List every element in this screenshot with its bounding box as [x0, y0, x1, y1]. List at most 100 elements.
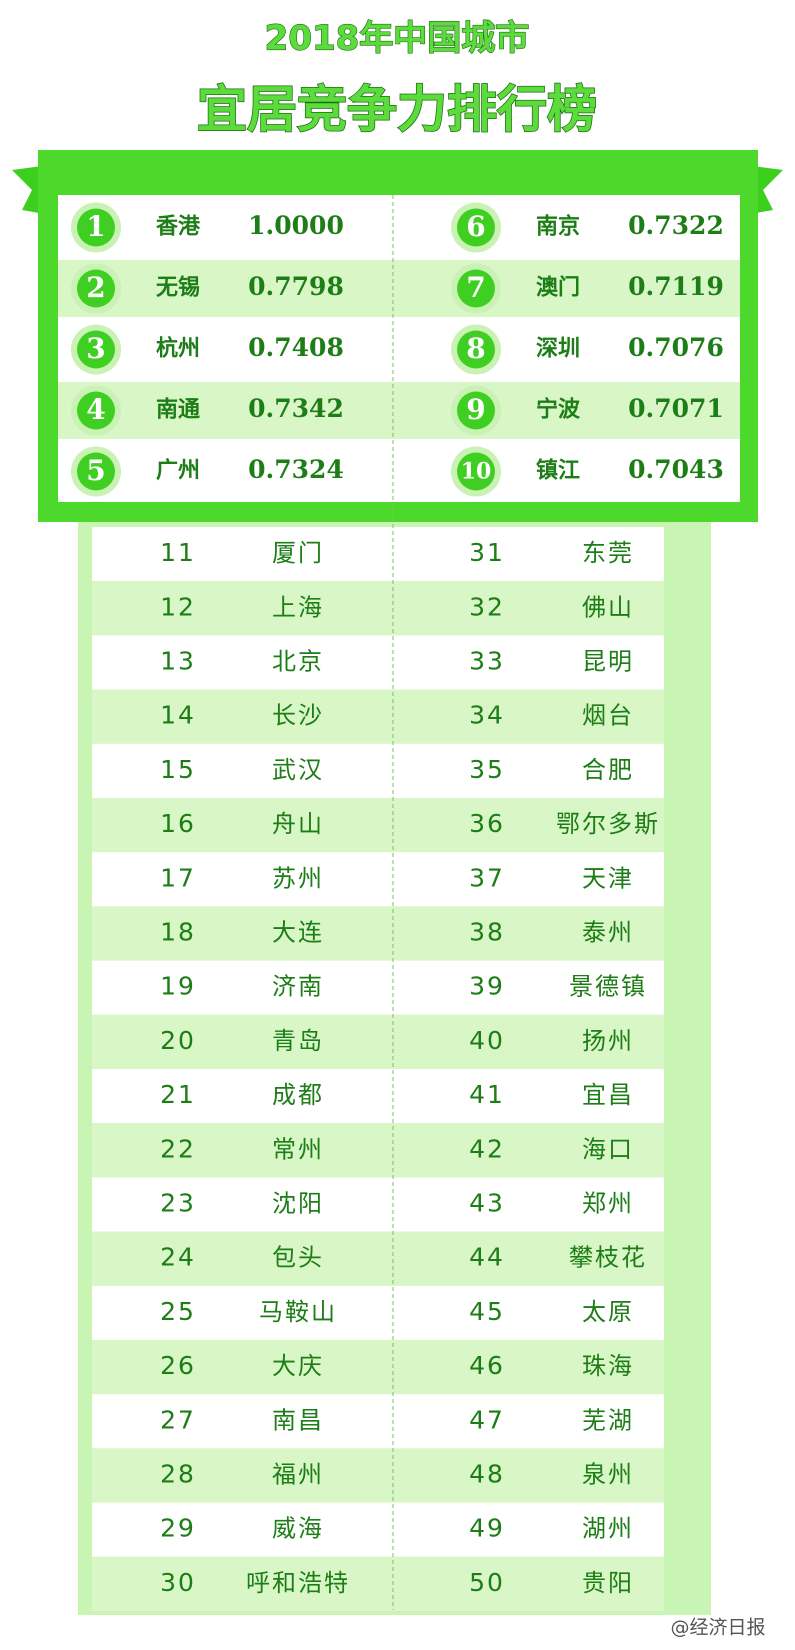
rank: 48 [469, 1460, 505, 1489]
rank: 22 [160, 1134, 196, 1163]
rank: 40 [469, 1026, 505, 1055]
rank: 50 [469, 1568, 505, 1597]
rank-number: 10 [461, 459, 492, 485]
row-bg [92, 1177, 664, 1232]
city: 贵阳 [582, 1569, 634, 1597]
row-bg [92, 1340, 664, 1395]
row-bg [92, 1448, 664, 1503]
city: 湖州 [582, 1515, 634, 1543]
rank: 49 [469, 1514, 505, 1543]
city: 成都 [272, 1081, 324, 1109]
rank: 14 [160, 701, 196, 730]
city: 攀枝花 [569, 1244, 647, 1272]
rank-number: 5 [86, 454, 105, 487]
city: 济南 [272, 973, 324, 1001]
rank: 21 [160, 1080, 196, 1109]
rank: 36 [469, 809, 505, 838]
title-line1: 2018年中国城市 [265, 19, 530, 59]
row-bg [92, 527, 664, 582]
city: 舟山 [272, 810, 324, 838]
city: 无锡 [156, 276, 200, 301]
score: 0.7043 [628, 455, 724, 484]
row-bg [92, 1231, 664, 1286]
city: 澳门 [536, 275, 580, 301]
city: 广州 [156, 458, 200, 484]
row-bg [92, 1285, 664, 1340]
city: 鄂尔多斯 [556, 810, 660, 838]
row-bg [58, 260, 740, 317]
rank-number: 9 [466, 393, 485, 426]
city: 扬州 [582, 1027, 634, 1055]
score: 0.7322 [628, 211, 724, 240]
row-bg [92, 906, 664, 961]
city: 泰州 [582, 919, 634, 947]
city: 大连 [272, 919, 324, 947]
row-bg [58, 382, 740, 439]
watermark: @经济日报 [670, 1617, 765, 1639]
row-bg [92, 1123, 664, 1178]
city: 郑州 [582, 1190, 634, 1218]
city: 大庆 [272, 1352, 324, 1380]
city: 烟台 [582, 702, 634, 730]
city: 泉州 [582, 1461, 634, 1489]
city: 长沙 [272, 702, 324, 730]
rank: 24 [160, 1243, 196, 1272]
rank: 42 [469, 1134, 505, 1163]
score: 0.7119 [628, 272, 724, 301]
row-bg [92, 1502, 664, 1557]
rank-number: 3 [86, 332, 105, 365]
row-bg [92, 852, 664, 907]
rank-number: 1 [86, 210, 105, 243]
score: 0.7071 [628, 394, 724, 423]
rank: 38 [469, 918, 505, 947]
city: 常州 [272, 1135, 324, 1163]
city: 镇江 [536, 459, 580, 484]
city: 青岛 [272, 1027, 324, 1055]
rank: 17 [160, 863, 196, 892]
rank: 31 [469, 538, 505, 567]
city: 合肥 [582, 756, 634, 784]
row-bg [92, 1014, 664, 1069]
rank: 18 [160, 918, 196, 947]
rank-number: 6 [466, 210, 485, 243]
rank: 25 [160, 1297, 196, 1326]
rank: 11 [160, 538, 196, 567]
rank-number: 7 [466, 271, 485, 304]
city: 天津 [582, 864, 634, 892]
rank: 23 [160, 1189, 196, 1218]
top-box [58, 195, 740, 502]
city: 包头 [272, 1244, 324, 1272]
city: 杭州 [156, 336, 200, 362]
score: 0.7408 [248, 333, 344, 362]
score: 0.7076 [628, 333, 724, 362]
city: 沈阳 [272, 1190, 324, 1218]
rank: 30 [160, 1568, 196, 1597]
rank-number: 2 [86, 271, 105, 304]
rank: 47 [469, 1405, 505, 1434]
rank: 33 [469, 647, 505, 676]
rank: 45 [469, 1297, 505, 1326]
rank: 29 [160, 1514, 196, 1543]
rank: 34 [469, 701, 505, 730]
rank: 28 [160, 1460, 196, 1489]
rank-badge [457, 452, 495, 491]
rank-badge [77, 330, 115, 369]
rank-badge [457, 391, 495, 430]
row-bg [92, 743, 664, 798]
city: 太原 [582, 1298, 634, 1326]
city: 呼和浩特 [246, 1569, 350, 1597]
city: 芜湖 [582, 1406, 634, 1434]
city: 香港 [156, 215, 201, 240]
city: 北京 [272, 648, 324, 676]
rank: 41 [469, 1080, 505, 1109]
row-bg [92, 635, 664, 690]
row-bg [92, 1556, 664, 1611]
city: 苏州 [272, 864, 324, 892]
row-bg [92, 689, 664, 744]
score: 0.7342 [248, 394, 344, 423]
city: 福州 [272, 1461, 324, 1489]
city: 威海 [272, 1515, 324, 1543]
rank-badge [77, 208, 115, 247]
city: 上海 [272, 593, 324, 621]
rank-badge [457, 330, 495, 369]
